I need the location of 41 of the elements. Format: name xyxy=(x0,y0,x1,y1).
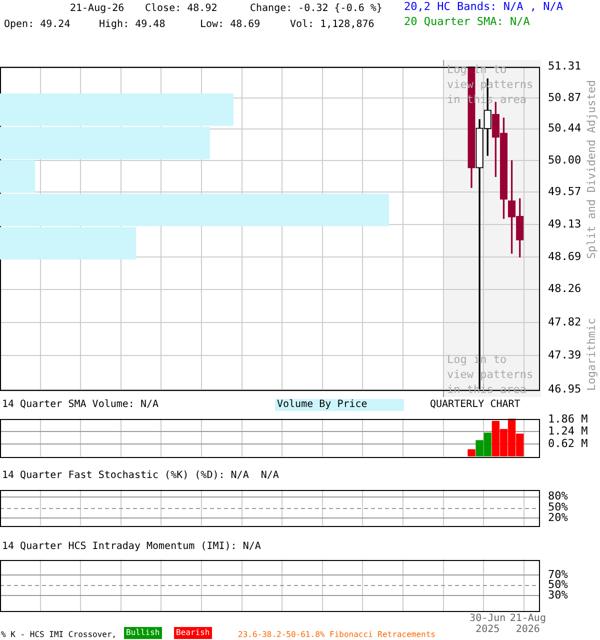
text: High: 49.48 xyxy=(99,19,166,31)
text: Split and Dividend Adjusted xyxy=(585,80,598,259)
y-tick-label: 20% xyxy=(548,511,568,524)
y-tick-label: 47.39 xyxy=(548,348,582,362)
y-tick-label: 48.69 xyxy=(548,250,582,263)
text: Change: -0.32 {-0.6 %} xyxy=(250,3,382,15)
y-tick-label: 80% xyxy=(548,490,568,503)
chart-title: 14 Quarter SMA Volume: N/A xyxy=(2,399,159,411)
y-tick-label: 1.24 M xyxy=(548,424,588,438)
text: Bullish xyxy=(124,627,162,639)
text: Volume By Price xyxy=(275,399,404,411)
text: Vol: 1,128,876 xyxy=(290,19,374,31)
y-tick-label: 0.62 M xyxy=(548,436,588,450)
text: QUARTERLY CHART xyxy=(430,399,520,411)
text: 20,2 HC Bands: N/A , N/A xyxy=(404,0,563,13)
y-tick-label: 48.26 xyxy=(548,282,582,296)
text: 21-Aug-26 xyxy=(70,3,124,15)
chart-title: 14 Quarter HCS Intraday Momentum (IMI): N/A xyxy=(2,541,261,553)
text: Logarithmic xyxy=(585,318,598,391)
y-tick-label: 50.00 xyxy=(548,153,582,166)
text: 20 Quarter SMA: N/A xyxy=(404,15,530,28)
y-tick-label: 70% xyxy=(548,568,568,581)
text: Close: 48.92 xyxy=(145,3,218,15)
y-tick-label: 50% xyxy=(548,500,568,514)
y-tick-label: 50.44 xyxy=(548,122,582,135)
text: Open: 49.24 xyxy=(4,19,70,31)
text: 23.6-38.2-50-61.8% Fibonacci Retracements xyxy=(238,629,436,640)
text: % K - HCS IMI Crossover, xyxy=(1,629,117,640)
y-tick-label: 49.57 xyxy=(548,184,582,198)
x-tick-label: 30-Jun 2025 xyxy=(470,613,506,636)
text: Bearish xyxy=(174,627,212,639)
y-tick-label: 1.86 M xyxy=(548,412,588,426)
y-tick-label: 51.31 xyxy=(548,59,582,72)
y-tick-label: 47.82 xyxy=(548,316,582,329)
x-tick-label: 21-Aug 2026 xyxy=(510,613,546,636)
y-tick-label: 50.87 xyxy=(548,90,582,104)
text: Low: 48.69 xyxy=(200,19,260,31)
bar xyxy=(468,449,476,456)
y-tick-label: 46.95 xyxy=(548,382,582,396)
y-tick-label: 49.13 xyxy=(548,217,582,230)
chart-title: 14 Quarter Fast Stochastic (%K) (%D): N/A N/A xyxy=(2,470,279,482)
